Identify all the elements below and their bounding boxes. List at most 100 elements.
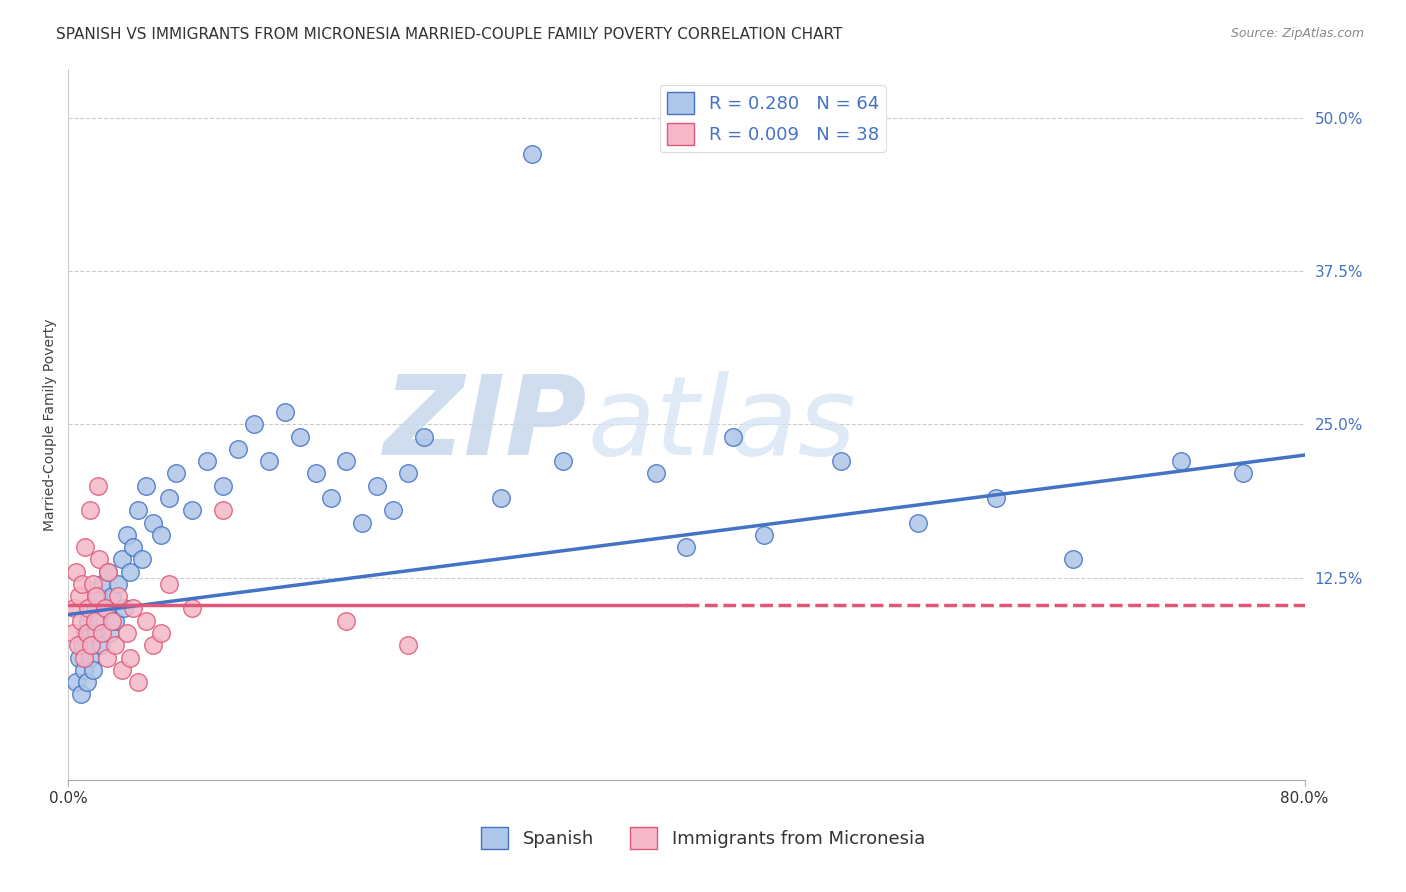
Point xyxy=(77,601,100,615)
Point xyxy=(65,565,87,579)
Point xyxy=(83,601,105,615)
Point xyxy=(111,663,134,677)
Point xyxy=(319,491,342,505)
Point xyxy=(84,589,107,603)
Point xyxy=(134,614,156,628)
Point xyxy=(70,638,93,652)
Point xyxy=(79,650,101,665)
Point xyxy=(226,442,249,456)
Point xyxy=(89,614,111,628)
Point xyxy=(96,601,118,615)
Point xyxy=(131,552,153,566)
Point xyxy=(304,467,326,481)
Point xyxy=(73,650,96,665)
Point xyxy=(63,601,86,615)
Point xyxy=(91,577,114,591)
Point xyxy=(412,430,434,444)
Point xyxy=(112,601,135,615)
Point xyxy=(644,467,666,481)
Point xyxy=(127,675,149,690)
Point xyxy=(111,552,134,566)
Point xyxy=(127,503,149,517)
Point xyxy=(79,503,101,517)
Point xyxy=(83,614,105,628)
Point xyxy=(520,147,543,161)
Point xyxy=(396,467,419,481)
Text: Source: ZipAtlas.com: Source: ZipAtlas.com xyxy=(1230,27,1364,40)
Point xyxy=(157,491,180,505)
Legend: Spanish, Immigrants from Micronesia: Spanish, Immigrants from Micronesia xyxy=(474,820,932,856)
Point xyxy=(180,601,202,615)
Point xyxy=(70,577,93,591)
Point xyxy=(84,626,107,640)
Point xyxy=(100,589,122,603)
Point xyxy=(211,503,233,517)
Point xyxy=(82,577,104,591)
Point xyxy=(489,491,512,505)
Point xyxy=(62,626,84,640)
Point xyxy=(98,626,121,640)
Point xyxy=(69,687,91,701)
Point xyxy=(97,565,120,579)
Point xyxy=(335,614,357,628)
Point xyxy=(122,540,145,554)
Point xyxy=(366,479,388,493)
Point xyxy=(721,430,744,444)
Legend: R = 0.280   N = 64, R = 0.009   N = 38: R = 0.280 N = 64, R = 0.009 N = 38 xyxy=(659,85,886,153)
Point xyxy=(67,589,90,603)
Point xyxy=(107,577,129,591)
Point xyxy=(830,454,852,468)
Point xyxy=(257,454,280,468)
Point xyxy=(142,638,165,652)
Point xyxy=(80,638,103,652)
Point xyxy=(115,528,138,542)
Point xyxy=(86,589,108,603)
Point xyxy=(165,467,187,481)
Point xyxy=(195,454,218,468)
Point xyxy=(86,479,108,493)
Point xyxy=(69,614,91,628)
Point xyxy=(551,454,574,468)
Point xyxy=(350,516,373,530)
Point xyxy=(104,614,127,628)
Point xyxy=(73,663,96,677)
Point xyxy=(76,675,98,690)
Point xyxy=(134,479,156,493)
Point xyxy=(211,479,233,493)
Point xyxy=(142,516,165,530)
Point xyxy=(149,528,172,542)
Text: ZIP: ZIP xyxy=(384,371,588,478)
Point xyxy=(66,638,89,652)
Point xyxy=(94,601,117,615)
Point xyxy=(381,503,404,517)
Point xyxy=(1062,552,1084,566)
Point xyxy=(100,614,122,628)
Point xyxy=(82,663,104,677)
Point xyxy=(91,626,114,640)
Point xyxy=(90,638,112,652)
Point xyxy=(118,650,141,665)
Point xyxy=(180,503,202,517)
Point xyxy=(273,405,295,419)
Point xyxy=(96,650,118,665)
Point xyxy=(675,540,697,554)
Point xyxy=(65,675,87,690)
Text: atlas: atlas xyxy=(588,371,856,478)
Point xyxy=(76,626,98,640)
Point xyxy=(97,565,120,579)
Point xyxy=(104,638,127,652)
Point xyxy=(118,565,141,579)
Point xyxy=(396,638,419,652)
Point xyxy=(335,454,357,468)
Point xyxy=(288,430,311,444)
Text: SPANISH VS IMMIGRANTS FROM MICRONESIA MARRIED-COUPLE FAMILY POVERTY CORRELATION : SPANISH VS IMMIGRANTS FROM MICRONESIA MA… xyxy=(56,27,842,42)
Point xyxy=(80,638,103,652)
Point xyxy=(77,614,100,628)
Point xyxy=(107,589,129,603)
Point xyxy=(115,626,138,640)
Point xyxy=(907,516,929,530)
Y-axis label: Married-Couple Family Poverty: Married-Couple Family Poverty xyxy=(44,318,58,531)
Point xyxy=(752,528,775,542)
Point xyxy=(149,626,172,640)
Point xyxy=(242,417,264,432)
